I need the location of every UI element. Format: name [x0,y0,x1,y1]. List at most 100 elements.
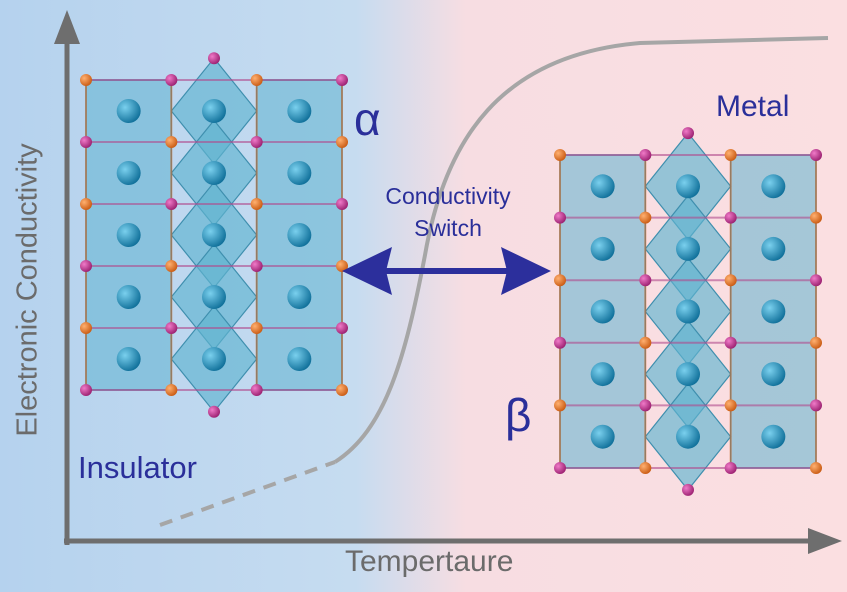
insulator-state-label: Insulator [78,450,197,485]
cation-atom [287,223,312,247]
anion-atom-orange [250,198,263,210]
anion-atom-orange [724,274,737,287]
cation-atom [202,161,226,185]
conductivity-curve [333,36,829,464]
anion-atom-orange [554,399,566,412]
cation-atom [116,161,141,185]
beta-crystal-structure [554,127,822,496]
cation-atom [590,299,615,324]
cation-atom [287,285,312,309]
anion-atom-magenta [554,462,566,474]
cation-atom [676,424,700,449]
anion-atom-orange [810,462,822,474]
cation-atom [676,362,700,387]
switch-label-line1: Conductivity [385,183,511,209]
curve-dashed-segment [159,460,336,527]
anion-atom-magenta [810,274,822,287]
anion-atom-magenta [554,336,566,349]
anion-atom-orange [80,198,92,210]
anion-atom-magenta [724,211,737,224]
anion-atom-magenta [336,322,348,334]
anion-atom-orange [554,274,566,287]
anion-atom-magenta [250,260,263,272]
cation-atom [761,299,786,324]
cation-atom [761,236,786,261]
anion-atom-orange [810,211,822,224]
cation-atom [202,223,226,247]
anion-atom-magenta [639,149,652,161]
cation-atom [287,161,312,185]
anion-atom-orange [810,336,822,349]
anion-atom-magenta [250,384,263,396]
cation-atom [590,362,615,387]
cation-atom [202,285,226,309]
conductivity-switch-label: Conductivity Switch [385,180,510,244]
anion-atom-magenta [554,211,566,224]
conductivity-switch-arrow [342,247,551,295]
anion-atom-orange [80,74,92,86]
anion-atom-magenta [724,462,737,474]
cation-atom [202,99,226,123]
anion-atom-orange [250,322,263,334]
anion-atom-magenta [810,399,822,412]
cation-atom [676,174,700,199]
beta-phase-label: β [505,389,532,441]
anion-atom-orange [250,74,263,86]
cation-atom [761,362,786,387]
anion-atom-orange [639,336,652,349]
anion-atom-magenta [250,136,263,148]
cation-atom [761,424,786,449]
anion-atom-orange [724,149,737,161]
anion-atom-orange [336,136,348,148]
anion-atom-magenta [165,322,178,334]
cation-atom [116,223,141,247]
cation-atom [676,236,700,261]
y-axis-label: Electronic Conductivity [11,143,44,437]
anion-atom-orange [554,149,566,161]
anion-atom-magenta [165,198,178,210]
anion-atom-orange [165,136,178,148]
anion-atom-magenta [682,127,694,140]
x-axis-label: Tempertaure [345,545,514,578]
alpha-crystal-structure [80,52,348,418]
cation-atom [287,99,312,123]
anion-atom-magenta [208,52,220,65]
cation-atom [116,347,141,371]
anion-atom-orange [165,384,178,396]
switch-label-line2: Switch [414,215,482,241]
anion-atom-orange [165,260,178,272]
cation-atom [116,285,141,309]
anion-atom-magenta [639,274,652,287]
metal-state-label: Metal [716,90,790,123]
anion-atom-magenta [165,74,178,86]
anion-atom-orange [336,260,348,272]
anion-atom-magenta [80,384,92,396]
alpha-phase-label: α [354,93,381,145]
cation-atom [590,174,615,199]
anion-atom-magenta [639,399,652,412]
cation-atom [676,299,700,324]
anion-atom-magenta [80,260,92,272]
cation-atom [287,347,312,371]
x-axis-arrowhead [808,528,842,554]
cation-atom [590,236,615,261]
anion-atom-orange [724,399,737,412]
cation-atom [761,174,786,199]
cation-atom [202,347,226,371]
anion-atom-magenta [724,336,737,349]
anion-atom-magenta [810,149,822,161]
anion-atom-orange [336,384,348,396]
anion-atom-magenta [682,483,694,496]
cation-atom [590,424,615,449]
anion-atom-orange [80,322,92,334]
anion-atom-magenta [80,136,92,148]
anion-atom-orange [639,462,652,474]
anion-atom-orange [639,211,652,224]
cation-atom [116,99,141,123]
y-axis-arrowhead [54,10,80,44]
anion-atom-magenta [336,198,348,210]
anion-atom-magenta [208,405,220,418]
anion-atom-magenta [336,74,348,86]
